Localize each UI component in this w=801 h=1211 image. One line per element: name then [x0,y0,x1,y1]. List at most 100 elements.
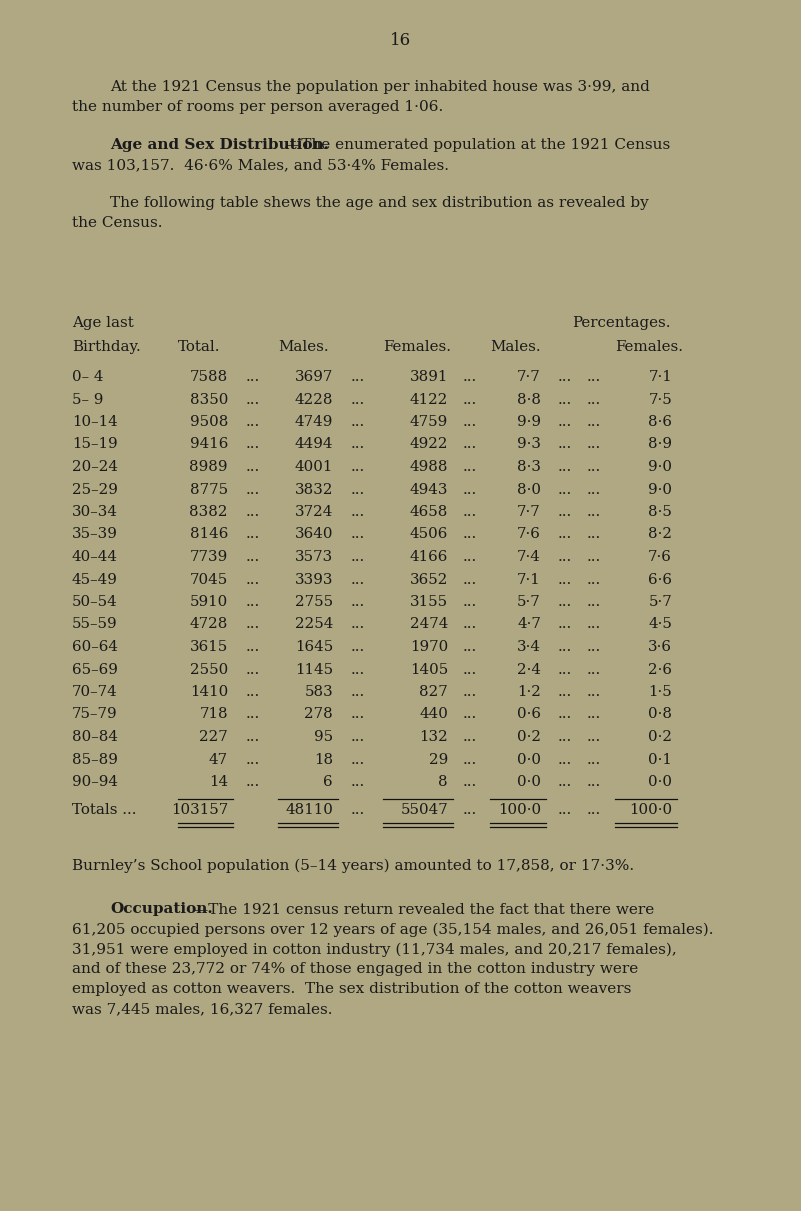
Text: 3155: 3155 [410,595,448,609]
Text: 4658: 4658 [409,505,448,520]
Text: ...: ... [246,662,260,677]
Text: 8·9: 8·9 [648,437,672,452]
Text: 7·1: 7·1 [648,371,672,384]
Text: the Census.: the Census. [72,216,163,230]
Text: 9416: 9416 [190,437,228,452]
Text: 60–64: 60–64 [72,639,118,654]
Text: ...: ... [246,437,260,452]
Text: ...: ... [246,618,260,631]
Text: 45–49: 45–49 [72,573,118,586]
Text: 4166: 4166 [409,550,448,564]
Text: ...: ... [246,528,260,541]
Text: Birthday.: Birthday. [72,340,141,354]
Text: 4749: 4749 [295,415,333,429]
Text: ...: ... [587,415,601,429]
Text: 2755: 2755 [295,595,333,609]
Text: Totals ...: Totals ... [72,804,136,817]
Text: 4122: 4122 [409,392,448,407]
Text: ...: ... [351,550,365,564]
Text: 55–59: 55–59 [72,618,118,631]
Text: Females.: Females. [615,340,683,354]
Text: ...: ... [587,371,601,384]
Text: 30–34: 30–34 [72,505,118,520]
Text: ...: ... [587,550,601,564]
Text: ...: ... [463,550,477,564]
Text: ...: ... [463,573,477,586]
Text: 0·2: 0·2 [648,730,672,744]
Text: 7·7: 7·7 [517,371,541,384]
Text: Percentages.: Percentages. [572,316,670,331]
Text: ...: ... [587,618,601,631]
Text: ...: ... [351,662,365,677]
Text: 1·5: 1·5 [648,685,672,699]
Text: ...: ... [246,371,260,384]
Text: ...: ... [557,730,572,744]
Text: ...: ... [587,775,601,790]
Text: 5910: 5910 [190,595,228,609]
Text: ...: ... [463,415,477,429]
Text: ...: ... [587,730,601,744]
Text: 8·6: 8·6 [648,415,672,429]
Text: At the 1921 Census the population per inhabited house was 3·99, and: At the 1921 Census the population per in… [110,80,650,94]
Text: ...: ... [463,392,477,407]
Text: ...: ... [246,482,260,497]
Text: 7·1: 7·1 [517,573,541,586]
Text: 90–94: 90–94 [72,775,118,790]
Text: ...: ... [463,752,477,767]
Text: ...: ... [246,550,260,564]
Text: 3573: 3573 [295,550,333,564]
Text: ...: ... [557,550,572,564]
Text: 47: 47 [209,752,228,767]
Text: ...: ... [463,707,477,722]
Text: 3697: 3697 [295,371,333,384]
Text: 8·8: 8·8 [517,392,541,407]
Text: ...: ... [351,685,365,699]
Text: was 103,157.  46·6% Males, and 53·4% Females.: was 103,157. 46·6% Males, and 53·4% Fema… [72,157,449,172]
Text: ...: ... [246,595,260,609]
Text: ...: ... [557,752,572,767]
Text: 278: 278 [304,707,333,722]
Text: 35–39: 35–39 [72,528,118,541]
Text: 85–89: 85–89 [72,752,118,767]
Text: ...: ... [463,482,477,497]
Text: 3·4: 3·4 [517,639,541,654]
Text: 4494: 4494 [295,437,333,452]
Text: ...: ... [246,392,260,407]
Text: ...: ... [557,371,572,384]
Text: ...: ... [587,595,601,609]
Text: 25–29: 25–29 [72,482,118,497]
Text: —The 1921 census return revealed the fact that there were: —The 1921 census return revealed the fac… [193,902,654,917]
Text: ...: ... [587,662,601,677]
Text: ...: ... [587,392,601,407]
Text: 4506: 4506 [409,528,448,541]
Text: 4·7: 4·7 [517,618,541,631]
Text: ...: ... [587,505,601,520]
Text: ...: ... [351,371,365,384]
Text: ...: ... [351,460,365,474]
Text: The following table shews the age and sex distribution as revealed by: The following table shews the age and se… [110,196,649,210]
Text: 75–79: 75–79 [72,707,118,722]
Text: 7588: 7588 [190,371,228,384]
Text: 2474: 2474 [409,618,448,631]
Text: Burnley’s School population (5–14 years) amounted to 17,858, or 17·3%.: Burnley’s School population (5–14 years)… [72,859,634,873]
Text: ...: ... [557,595,572,609]
Text: 7045: 7045 [190,573,228,586]
Text: ...: ... [463,639,477,654]
Text: ...: ... [587,639,601,654]
Text: 2·4: 2·4 [517,662,541,677]
Text: 718: 718 [199,707,228,722]
Text: ...: ... [557,775,572,790]
Text: ...: ... [557,392,572,407]
Text: 31,951 were employed in cotton industry (11,734 males, and 20,217 females),: 31,951 were employed in cotton industry … [72,942,677,957]
Text: the number of rooms per person averaged 1·06.: the number of rooms per person averaged … [72,101,443,114]
Text: ...: ... [246,752,260,767]
Text: ...: ... [557,437,572,452]
Text: ...: ... [351,392,365,407]
Text: 9508: 9508 [190,415,228,429]
Text: 4·5: 4·5 [648,618,672,631]
Text: ...: ... [557,415,572,429]
Text: 7·7: 7·7 [517,505,541,520]
Text: ...: ... [351,505,365,520]
Text: 100·0: 100·0 [498,804,541,817]
Text: 9·3: 9·3 [517,437,541,452]
